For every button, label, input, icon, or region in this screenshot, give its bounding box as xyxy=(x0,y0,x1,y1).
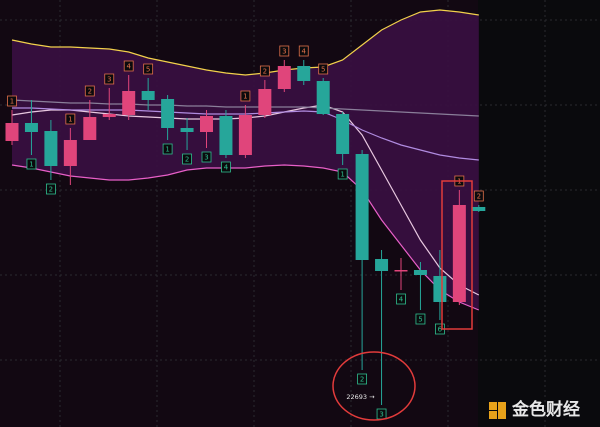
candle-body xyxy=(297,66,311,81)
annotation-label: 2 xyxy=(477,193,481,201)
candle-body xyxy=(83,117,97,140)
annotation-label: 5 xyxy=(321,66,325,74)
annotation-label: 4 xyxy=(126,63,131,71)
candle-body xyxy=(24,123,38,132)
annotation-box xyxy=(46,183,56,195)
annotation-label: 3 xyxy=(204,154,208,162)
candle-body xyxy=(5,123,19,141)
annotation-label: 2 xyxy=(88,88,92,96)
candle-body xyxy=(258,89,272,115)
annotation-box xyxy=(337,168,348,180)
watermark: 金色财经 xyxy=(511,399,580,420)
candle-body xyxy=(200,116,213,132)
candle-body xyxy=(161,99,175,128)
annotation-box xyxy=(104,73,115,85)
annotation-label: 2 xyxy=(263,68,267,76)
candle-body xyxy=(63,140,77,166)
annotation-label: 3 xyxy=(282,48,286,56)
annotation-box xyxy=(182,153,192,165)
annotation-label: 2 xyxy=(185,156,189,164)
annotation-box xyxy=(143,63,154,75)
annotation-label: 5 xyxy=(418,316,422,324)
annotation-box xyxy=(357,373,368,385)
annotation-label: 1 xyxy=(10,98,14,106)
candle-body xyxy=(141,91,155,100)
candle-body xyxy=(316,81,330,114)
line xyxy=(11,9,479,76)
candle-body xyxy=(277,66,291,89)
candle-body xyxy=(44,131,58,166)
annotation-label: 1 xyxy=(165,146,169,154)
candle-body xyxy=(375,259,389,271)
annotation-box xyxy=(279,45,290,57)
candle-body xyxy=(336,114,350,154)
watermark-logo xyxy=(489,402,506,419)
annotation-box xyxy=(7,95,17,107)
annotation-label: 6 xyxy=(438,326,443,334)
annotation-box xyxy=(318,63,329,75)
candle-body xyxy=(394,270,408,272)
candle-body xyxy=(433,276,447,302)
annotation-box xyxy=(221,161,231,173)
annotation-box xyxy=(259,65,270,77)
annotation-label: 1 xyxy=(68,116,72,124)
annotation-label: 1 xyxy=(340,171,344,179)
candle-body xyxy=(102,114,116,117)
annotation-box xyxy=(123,60,134,72)
annotation-label: 1 xyxy=(243,93,247,101)
low-price-label: 22693 → xyxy=(346,393,375,401)
annotation-box xyxy=(162,143,173,155)
candles xyxy=(5,60,486,405)
line xyxy=(11,164,480,311)
annotation-box xyxy=(26,158,37,170)
annotation-label: 3 xyxy=(107,76,111,84)
candle-body xyxy=(122,91,136,115)
annotation-label: 1 xyxy=(29,161,33,169)
candle-body xyxy=(472,207,486,211)
candle-body xyxy=(219,116,233,155)
annotation-box xyxy=(240,90,251,102)
candle-body xyxy=(452,205,466,302)
annotation-label: 5 xyxy=(146,66,150,74)
annotation-box xyxy=(415,313,426,325)
annotation-label: 2 xyxy=(360,376,364,384)
annotation-label: 2 xyxy=(49,186,53,194)
annotation-box xyxy=(298,45,309,57)
annotation-label: 3 xyxy=(379,411,383,419)
annotation-box xyxy=(84,85,95,97)
highlight-circle xyxy=(332,351,416,421)
candle-body xyxy=(355,154,369,260)
candle-body xyxy=(180,128,194,132)
candle-body xyxy=(413,270,427,275)
annotation-box xyxy=(65,113,76,125)
annotation-box xyxy=(473,190,484,202)
annotation-label: 4 xyxy=(224,164,229,172)
annotation-box xyxy=(396,293,406,305)
annotation-box xyxy=(201,151,212,163)
candle-body xyxy=(238,115,252,155)
annotation-label: 4 xyxy=(302,48,307,56)
highlight-box xyxy=(441,180,473,330)
annotation-label: 4 xyxy=(399,296,404,304)
